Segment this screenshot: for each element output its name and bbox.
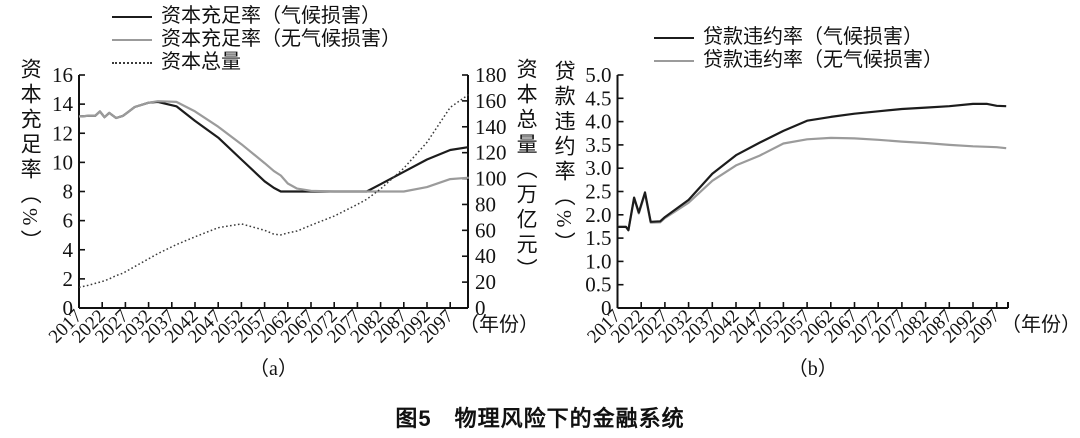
legend-item: 贷款违约率（无气候损害） — [654, 49, 943, 72]
a-right-tick-label: 80 — [475, 192, 496, 216]
legend-label: 资本总量 — [161, 51, 241, 73]
legend-item: 资本充足率（无气候损害） — [112, 28, 401, 51]
a-left-tick-label: 6 — [63, 209, 74, 233]
a-left-tick-label: 8 — [63, 180, 74, 204]
b-left-tick-label: 4.0 — [585, 110, 611, 134]
b-left-tick-label: 0.5 — [585, 273, 611, 297]
a-right-tick-label: 60 — [475, 218, 496, 242]
legend-label: 贷款违约率（气候损害） — [703, 26, 923, 48]
legend-line-sample-dotted — [112, 61, 152, 64]
b-series-line-0 — [617, 102, 1007, 232]
legend-label: 资本充足率（气候损害） — [161, 5, 381, 27]
a-left-tick-label: 0 — [63, 296, 74, 320]
a-series-line-0 — [78, 100, 469, 193]
b-left-tick-label: 2.0 — [585, 203, 611, 227]
legend-a: 资本充足率（气候损害） 资本充足率（无气候损害） 资本总量 — [112, 5, 401, 74]
panel-a-label: （a） — [249, 357, 298, 380]
b-left-tick-label: 1.0 — [585, 249, 611, 273]
a-left-tick-label: 16 — [52, 63, 73, 87]
b-left-tick-label: 2.5 — [585, 180, 611, 204]
a-right-tick-label: 160 — [475, 89, 507, 113]
panel-b-label: （b） — [788, 357, 838, 380]
legend-item: 资本总量 — [112, 51, 401, 74]
b-left-tick-label: 4.5 — [585, 86, 611, 110]
legend-label: 贷款违约率（无气候损害） — [703, 49, 943, 71]
b-left-tick-label: 3.0 — [585, 156, 611, 180]
a-right-tick-label: 120 — [475, 141, 507, 165]
legend-label: 资本充足率（无气候损害） — [161, 28, 401, 50]
a-left-tick-label: 4 — [63, 238, 74, 262]
legend-line-sample-solid-dark — [112, 15, 152, 18]
legend-line-sample-solid-dark — [654, 36, 694, 39]
a-right-tick-label: 100 — [475, 167, 507, 191]
a-series-line-1 — [78, 100, 469, 193]
b-left-tick-label: 1.5 — [585, 226, 611, 250]
figure-caption: 图5 物理风险下的金融系统 — [395, 406, 685, 431]
b-x-axis-unit-label: （年份） — [1001, 313, 1080, 336]
legend-line-sample-solid-gray — [654, 59, 694, 62]
legend-line-sample-solid-gray — [112, 38, 152, 41]
a-right-tick-label: 140 — [475, 115, 507, 139]
y-axis-label-capital-total: 资本总量（万亿元） — [514, 58, 539, 283]
a-right-tick-label: 40 — [475, 244, 496, 268]
b-series-line-1 — [617, 136, 1007, 232]
b-left-tick-label: 5.0 — [585, 63, 611, 87]
legend-b: 贷款违约率（气候损害） 贷款违约率（无气候损害） — [654, 26, 943, 72]
a-x-axis-unit-label: （年份） — [459, 313, 539, 336]
a-left-tick-label: 10 — [52, 150, 73, 174]
legend-item: 贷款违约率（气候损害） — [654, 26, 943, 49]
a-right-tick-label: 20 — [475, 270, 496, 294]
y-axis-label-default-rate: 贷款违约率（%） — [552, 60, 577, 257]
a-right-tick-label: 180 — [475, 63, 507, 87]
a-right-tick-label: 0 — [475, 296, 486, 320]
y-axis-label-capital-adequacy: 资本充足率（%） — [18, 58, 43, 255]
a-left-tick-label: 14 — [52, 92, 74, 116]
legend-item: 资本充足率（气候损害） — [112, 5, 401, 28]
b-left-tick-label: 3.5 — [585, 133, 611, 157]
a-left-tick-label: 12 — [52, 121, 73, 145]
b-left-tick-label: 0 — [601, 296, 612, 320]
a-left-tick-label: 2 — [63, 267, 74, 291]
